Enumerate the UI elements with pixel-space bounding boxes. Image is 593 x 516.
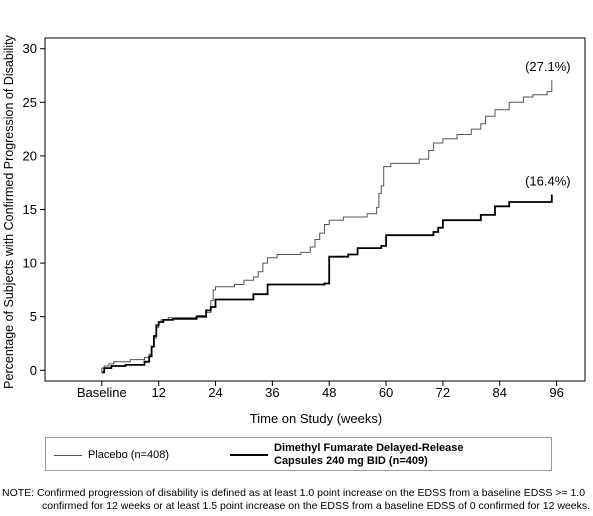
footnote-line2: confirmed for 12 weeks or at least 1.5 p… [42, 500, 591, 512]
legend: Placebo (n=408) Dimethyl Fumarate Delaye… [45, 437, 552, 471]
end-label-dmf: (16.4%) [525, 173, 571, 188]
y-tick-label: 0 [30, 363, 37, 378]
legend-label-dmf-line2: Capsules 240 mg BID (n=409) [274, 455, 428, 467]
series-line-placebo [101, 79, 553, 373]
legend-label-dmf: Dimethyl Fumarate Delayed-Release Capsul… [274, 442, 464, 468]
legend-swatch-dmf [230, 454, 268, 456]
y-tick-label: 25 [23, 95, 37, 110]
km-chart: 0 5 10 15 20 25 30 Baseline 12 24 36 48 60 72 84 96 (27… [2, 34, 586, 426]
x-tick-label: 36 [265, 385, 279, 400]
x-tick-label: Baseline [77, 385, 127, 400]
x-tick-label: 12 [151, 385, 165, 400]
y-tick-label: 10 [23, 256, 37, 271]
x-tick-label: 96 [549, 385, 563, 400]
legend-label-dmf-line1: Dimethyl Fumarate Delayed-Release [274, 442, 464, 454]
end-label-placebo: (27.1%) [525, 59, 571, 74]
legend-item-placebo: Placebo (n=408) [54, 438, 169, 472]
x-tick-label: 60 [379, 385, 393, 400]
legend-item-dmf: Dimethyl Fumarate Delayed-Release Capsul… [230, 438, 464, 472]
x-tick-label: 24 [208, 385, 222, 400]
x-axis-label: Time on Study (weeks) [250, 411, 382, 426]
footnote: NOTE: Confirmed progression of disabilit… [2, 487, 590, 513]
x-tick-label: 72 [436, 385, 450, 400]
y-axis-label: Percentage of Subjects with Confirmed Pr… [2, 34, 16, 388]
y-tick-label: 20 [23, 148, 37, 163]
y-tick-label: 5 [30, 309, 37, 324]
series-line-dmf [101, 194, 553, 374]
legend-label-placebo: Placebo (n=408) [88, 448, 170, 461]
y-tick-label: 30 [23, 41, 37, 56]
plot-area-frame [44, 37, 586, 382]
footnote-line1: NOTE: Confirmed progression of disabilit… [2, 487, 586, 499]
y-tick-label: 15 [23, 202, 37, 217]
x-tick-label: 48 [322, 385, 336, 400]
legend-swatch-placebo [54, 454, 82, 456]
x-tick-label: 84 [493, 385, 507, 400]
